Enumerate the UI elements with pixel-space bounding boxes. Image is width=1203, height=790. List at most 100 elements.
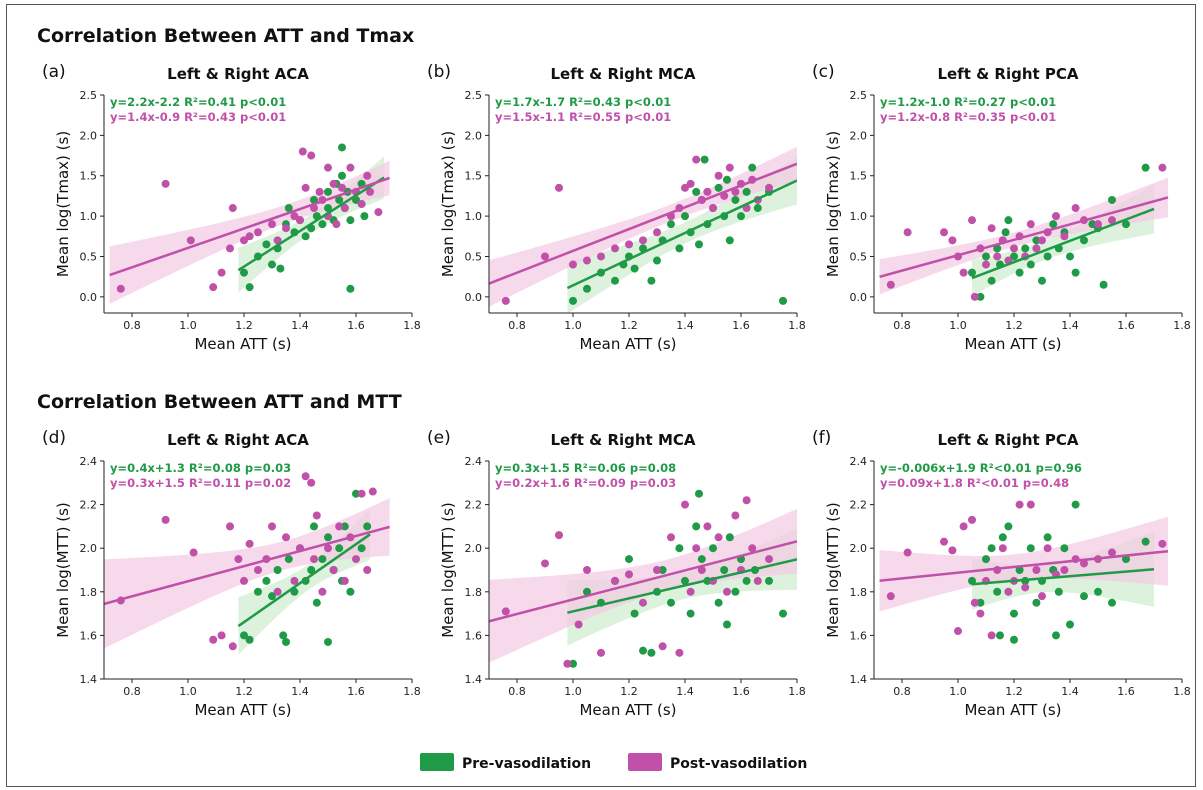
fit-line-post [109,176,391,277]
x-tick-label: 1.8 [403,685,421,698]
panel-label: (e) [427,428,451,448]
ci-band-post [879,516,1168,612]
point-pre [976,598,985,607]
point-post [697,566,706,574]
x-tick-label: 0.8 [508,319,526,332]
point-post [374,208,383,217]
point-post [886,280,895,289]
y-axis-label: Mean log(Tmax) (s) [824,131,842,277]
point-post [296,216,304,225]
point-post [987,224,996,233]
point-pre [1108,195,1116,204]
point-post [240,236,248,245]
point-pre [360,212,369,221]
point-pre [993,244,1002,253]
point-post [268,220,276,229]
equation-pre: y=2.2x-2.2 R²=0.41 p<0.01 [110,95,286,109]
point-pre [1122,555,1130,564]
x-tick-label: 1.6 [1117,685,1135,698]
point-pre [282,637,290,646]
y-tick-label: 2.4 [80,455,98,468]
point-post [282,224,290,233]
point-post [765,183,773,192]
point-post [340,576,349,585]
point-pre [254,587,262,596]
x-axis-label: Mean ATT (s) [579,701,676,719]
point-pre [1141,537,1150,546]
x-axis-label: Mean ATT (s) [194,701,291,719]
point-post [903,548,912,557]
y-tick-label: 1.4 [465,673,483,686]
y-tick-label: 0.0 [850,291,868,304]
panel-title: Left & Right PCA [937,65,1078,83]
x-tick-label: 1.4 [1061,685,1079,698]
y-axis-label: Mean log(MTT) (s) [54,502,72,638]
point-post [731,511,740,520]
point-post [268,522,276,531]
point-post [653,566,661,574]
fit-line-pre [971,567,1155,586]
plot-area [879,163,1169,301]
point-post [1060,566,1069,574]
equation-post: y=1.2x-0.8 R²=0.35 p<0.01 [880,110,1056,124]
panel-c: (c) Left & Right PCA 0.8 1.0 1.2 1.4 1.6 1.8 0.0… [812,62,1191,353]
point-pre [695,240,703,249]
point-post [1026,500,1035,509]
point-post [886,592,895,601]
point-pre [1026,260,1035,269]
panel-b: (b) Left & Right MCA 0.8 1.0 1.2 1.4 1.6 1.8 0.0… [427,62,806,353]
figure: Correlation Between ATT and Tmax Correla… [6,4,1196,787]
panel-label: (f) [812,428,831,448]
point-pre [692,522,701,531]
panel-label: (c) [812,62,835,82]
point-post [993,252,1002,261]
y-tick-label: 2.0 [465,129,483,142]
point-post [301,183,310,192]
point-post [226,522,234,531]
point-post [1015,500,1024,509]
point-post [639,598,647,607]
point-post [954,627,962,636]
point-pre [1071,268,1080,277]
plot-area [879,500,1169,644]
legend: Pre-vasodilation Post-vasodilation [420,753,807,772]
point-post [329,179,338,188]
point-post [1158,163,1167,172]
x-tick-label: 1.6 [347,685,365,698]
point-pre [569,659,577,668]
point-post [335,522,344,531]
x-axis-label: Mean ATT (s) [194,335,291,353]
point-post [1004,587,1013,596]
point-post [209,635,218,644]
point-post [597,252,605,261]
fit-line-pre [566,179,797,290]
point-post [976,609,985,618]
y-tick-label: 1.0 [850,210,868,223]
point-pre [1010,635,1018,644]
point-post [228,642,237,651]
point-pre [987,544,996,553]
point-post [970,292,979,301]
point-pre [1021,244,1030,253]
point-post [245,539,254,548]
point-post [254,566,262,574]
point-pre [765,576,773,585]
point-post [310,555,318,564]
point-pre [714,183,723,192]
point-post [1060,232,1069,241]
fit-line-post [489,540,797,623]
point-pre [731,587,740,596]
point-post [970,598,979,607]
point-pre [338,171,346,180]
x-tick-label: 1.6 [732,319,750,332]
plot-area [489,489,797,668]
point-post [290,576,299,585]
point-pre [1141,163,1150,172]
point-post [1080,559,1088,568]
x-tick-label: 0.8 [893,319,911,332]
equation-post: y=1.4x-0.9 R²=0.43 p<0.01 [110,110,286,124]
point-pre [284,204,293,213]
x-tick-label: 1.6 [732,685,750,698]
y-tick-label: 0.5 [465,250,483,263]
panel-title: Left & Right ACA [167,431,309,449]
